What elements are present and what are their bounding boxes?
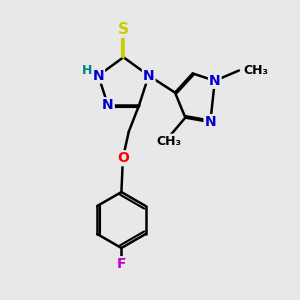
Text: S: S xyxy=(118,22,129,37)
Text: CH₃: CH₃ xyxy=(157,135,181,148)
Text: N: N xyxy=(92,69,104,82)
Text: CH₃: CH₃ xyxy=(243,64,268,77)
Text: O: O xyxy=(117,151,129,165)
Text: H: H xyxy=(82,64,92,77)
Text: N: N xyxy=(102,98,114,112)
Text: N: N xyxy=(209,74,220,88)
Text: N: N xyxy=(205,115,216,129)
Text: F: F xyxy=(117,257,126,271)
Text: N: N xyxy=(143,69,154,82)
